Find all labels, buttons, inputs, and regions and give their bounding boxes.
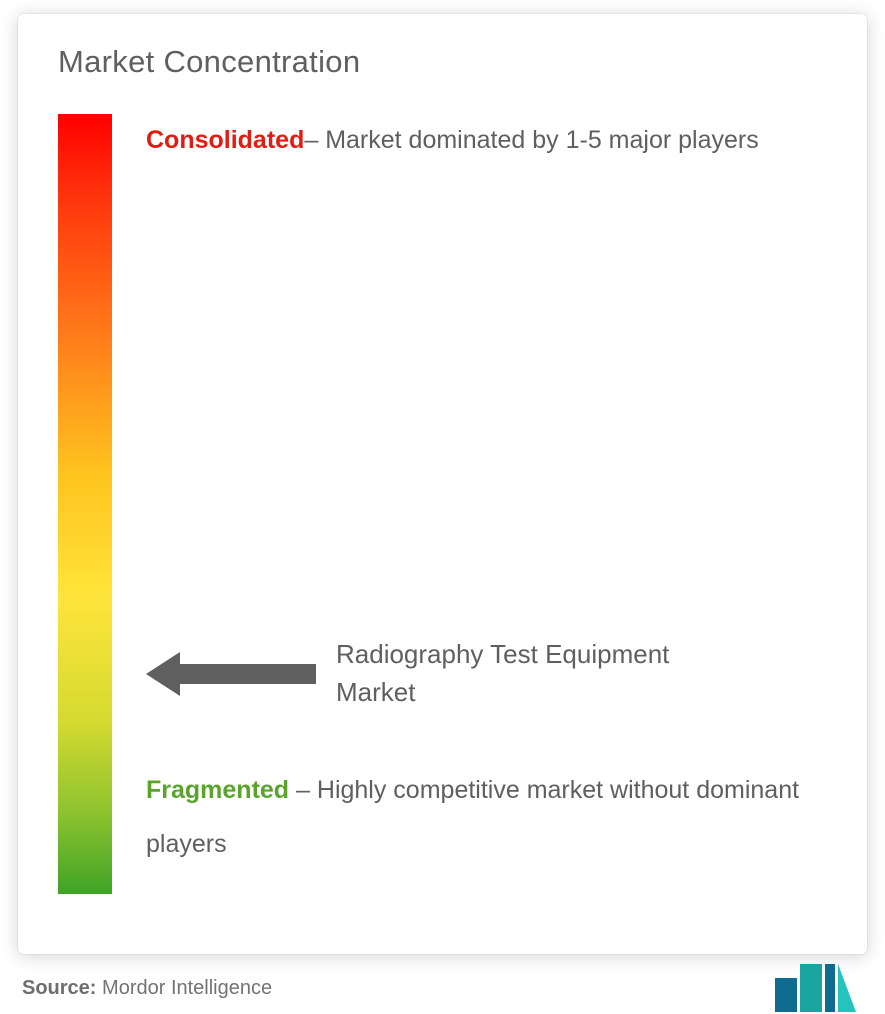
consolidated-label: Consolidated– Market dominated by 1-5 ma… (146, 114, 827, 168)
source-attribution: Source: Mordor Intelligence (22, 977, 272, 1000)
pointer-market-name: Radiography Test Equipment Market (336, 636, 676, 711)
footer-row: Source: Mordor Intelligence (18, 962, 867, 1014)
consolidated-desc: – Market dominated by 1-5 major players (304, 126, 758, 154)
consolidated-term: Consolidated (146, 126, 304, 154)
fragmented-label: Fragmented – Highly competitive market w… (146, 764, 827, 872)
arrow-left-icon (146, 649, 316, 699)
mordor-logo-icon (775, 962, 863, 1014)
fragmented-term: Fragmented (146, 776, 289, 804)
card-content: Consolidated– Market dominated by 1-5 ma… (58, 114, 827, 894)
market-pointer: Radiography Test Equipment Market (146, 636, 676, 711)
source-value: Mordor Intelligence (102, 977, 272, 999)
concentration-gradient-bar (58, 114, 112, 894)
concentration-card: Market Concentration Consolidated– Marke… (18, 14, 867, 954)
source-label: Source: (22, 977, 96, 999)
card-title: Market Concentration (58, 44, 827, 80)
label-column: Consolidated– Market dominated by 1-5 ma… (146, 114, 827, 894)
